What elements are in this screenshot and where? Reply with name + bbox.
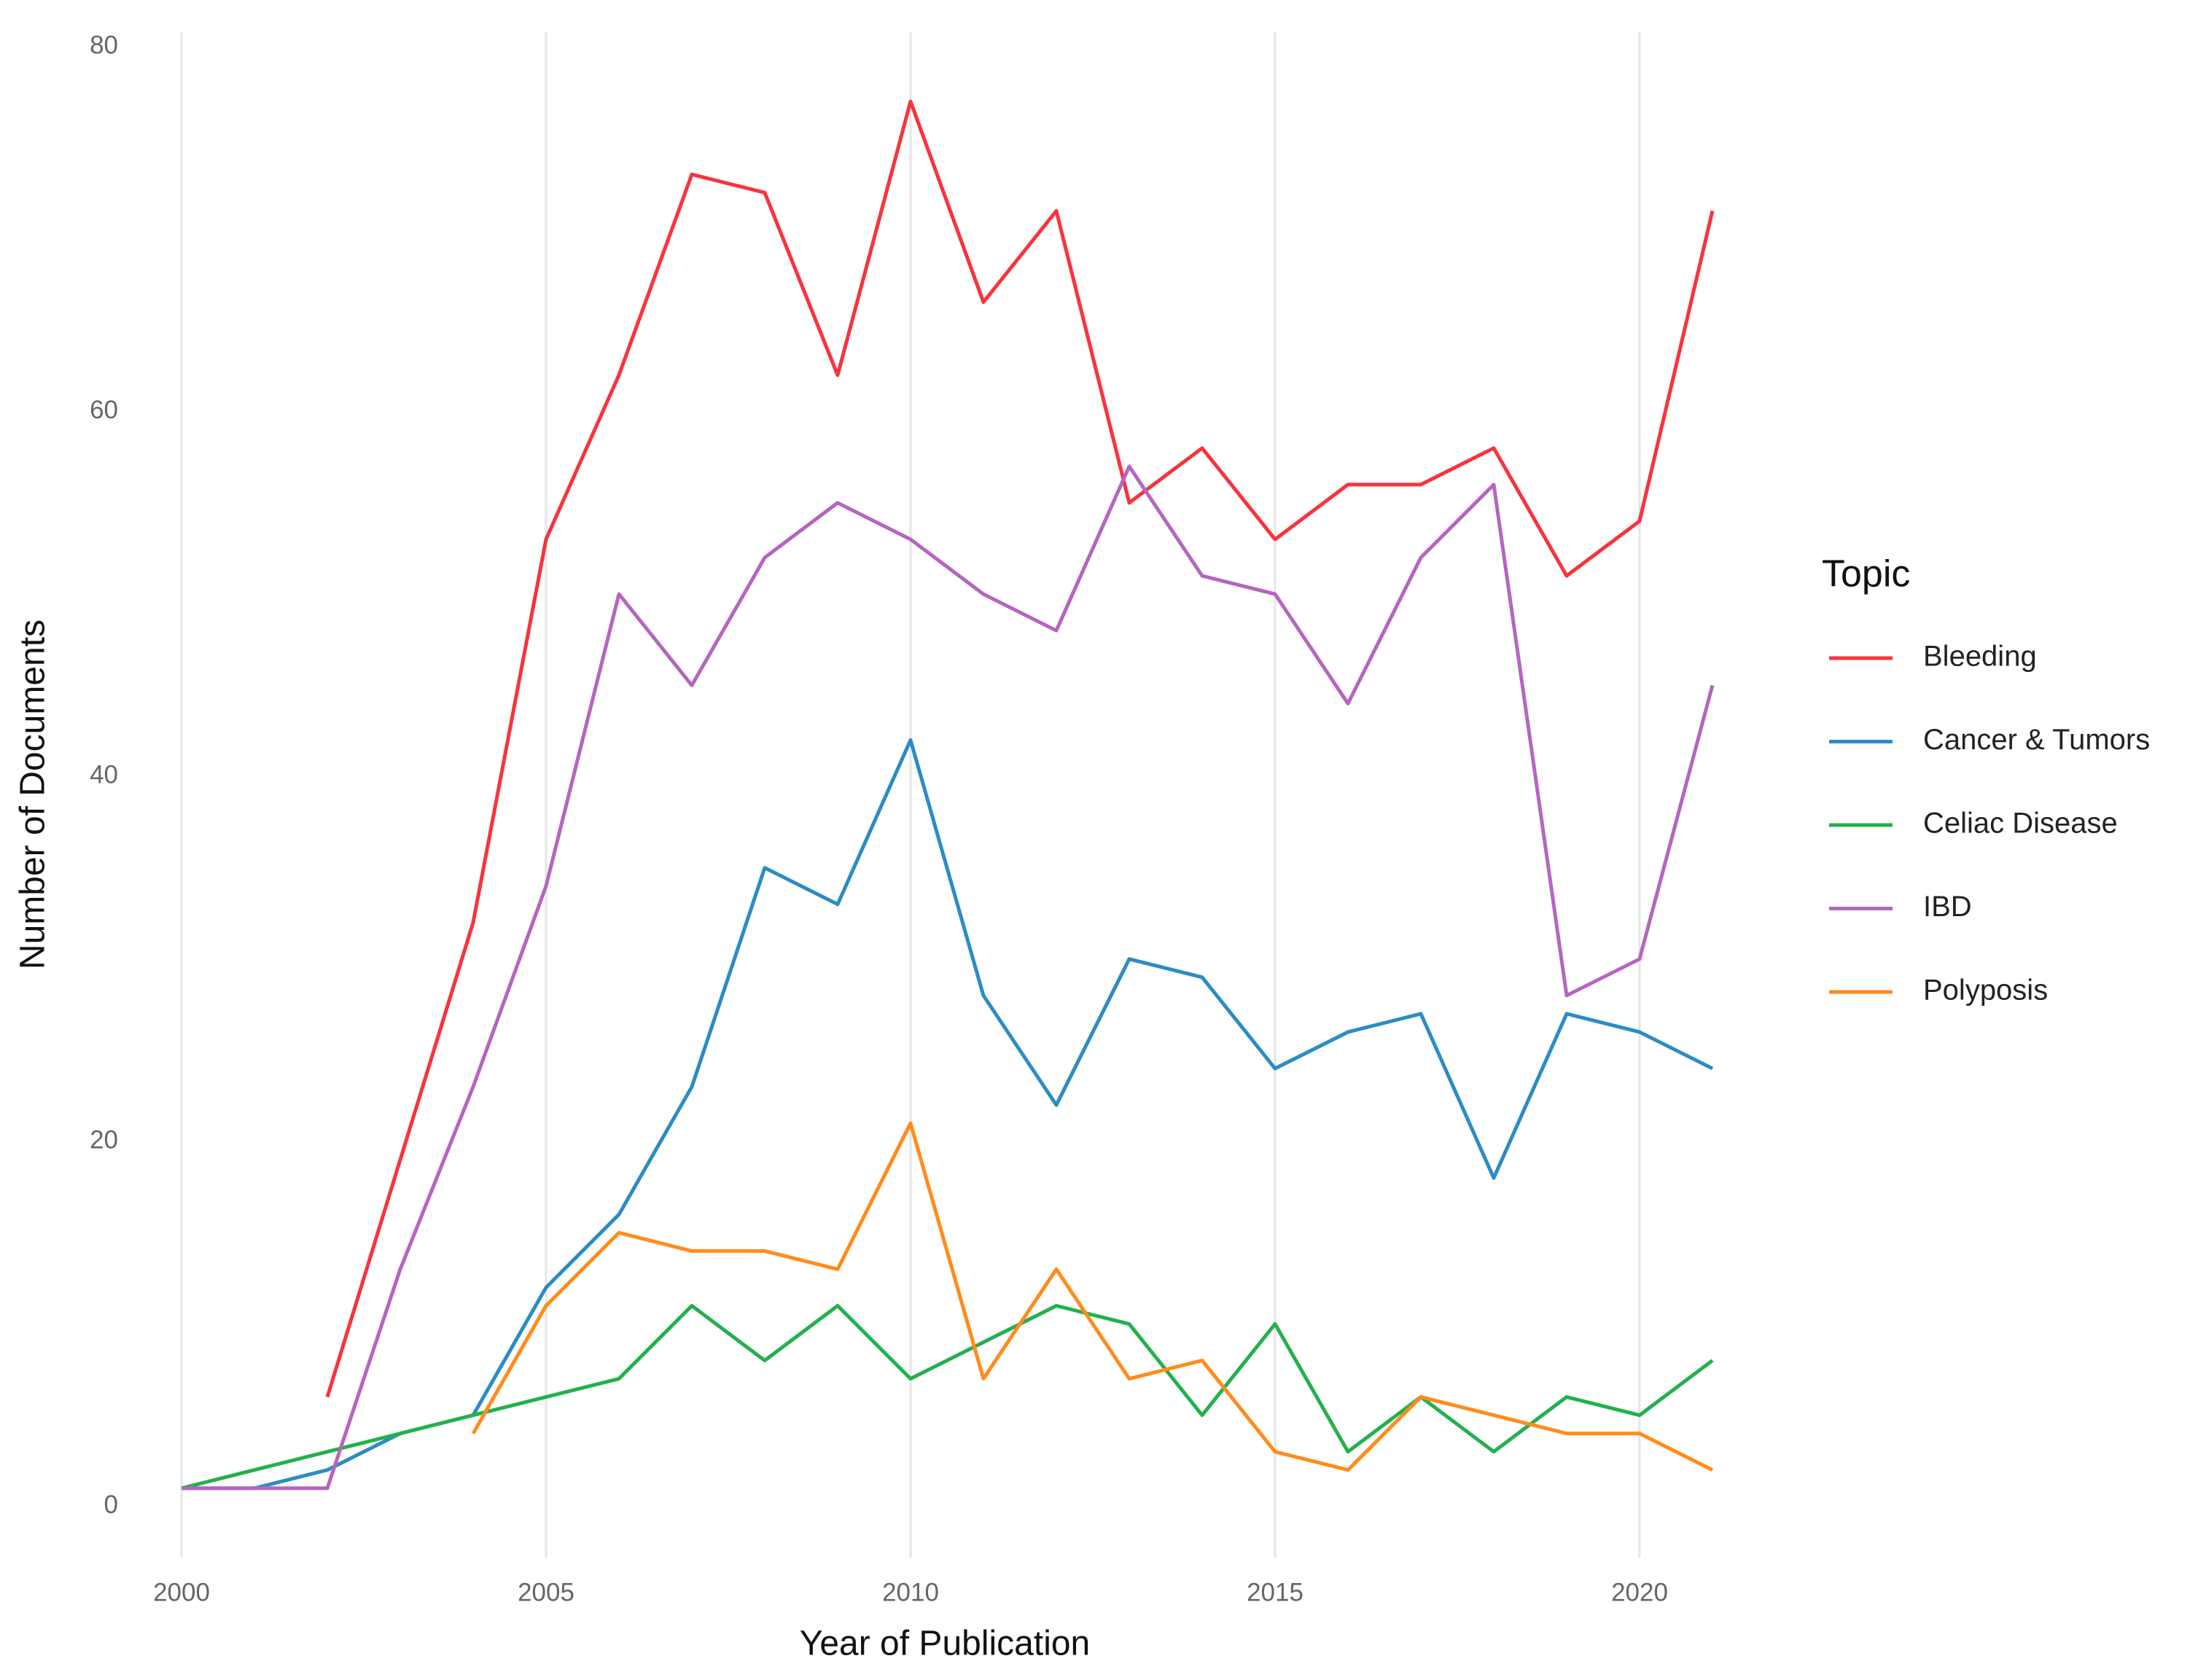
series-line bbox=[182, 738, 1714, 1490]
y-tick-label: 40 bbox=[90, 761, 118, 789]
y-tick-label: 60 bbox=[90, 396, 118, 424]
y-tick-label: 80 bbox=[90, 31, 118, 59]
legend-label: Cancer & Tumors bbox=[1923, 724, 2150, 756]
legend-label: Bleeding bbox=[1923, 641, 2037, 673]
x-tick-label: 2005 bbox=[518, 1578, 574, 1606]
x-tick-label: 2015 bbox=[1247, 1578, 1303, 1606]
series-line bbox=[471, 1121, 1714, 1472]
legend-label: IBD bbox=[1923, 891, 1972, 923]
x-tick-label: 2000 bbox=[153, 1578, 210, 1606]
y-tick-label: 0 bbox=[104, 1490, 118, 1519]
x-tick-label: 2020 bbox=[1611, 1578, 1668, 1606]
x-tick-label: 2010 bbox=[882, 1578, 939, 1606]
y-axis-title: Number of Documents bbox=[14, 620, 52, 969]
y-tick-label: 20 bbox=[90, 1125, 118, 1154]
legend-label: Celiac Disease bbox=[1923, 808, 2118, 840]
x-axis-title: Year of Publication bbox=[800, 1625, 1091, 1663]
series-line bbox=[182, 464, 1715, 1490]
series-line bbox=[325, 99, 1715, 1398]
series-line bbox=[181, 1304, 1714, 1490]
legend-title: Topic bbox=[1822, 553, 1910, 595]
legend-label: Polyposis bbox=[1923, 974, 2048, 1007]
